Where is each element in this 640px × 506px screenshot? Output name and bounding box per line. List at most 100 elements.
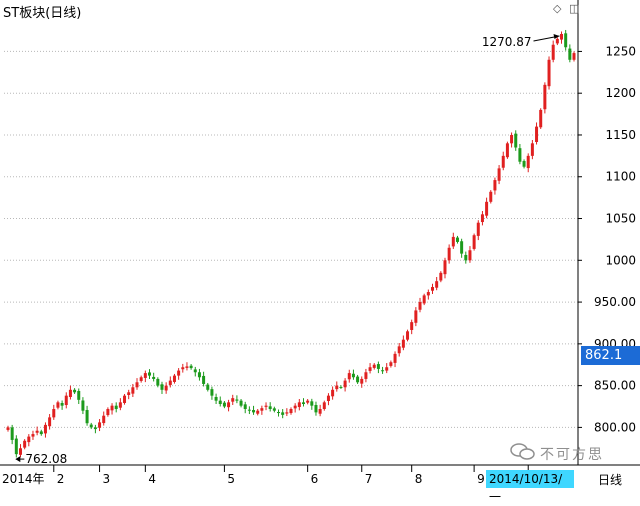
candle-body (160, 384, 164, 390)
candle-body (256, 410, 260, 414)
y-tick-label: 1200 (605, 86, 636, 100)
candle-body (480, 214, 484, 223)
wechat-icon (510, 443, 535, 460)
candle-body (539, 109, 543, 128)
y-tick-label: 800.00 (594, 420, 636, 434)
candle-body (39, 431, 43, 435)
candle-body (93, 427, 97, 430)
candle-body (310, 401, 314, 406)
candles (6, 29, 576, 458)
candle-body (127, 392, 131, 395)
candle-body (14, 438, 18, 455)
candle-body (339, 386, 343, 388)
candle-body (68, 389, 72, 397)
candle-body (560, 33, 564, 40)
candle-body (214, 396, 218, 401)
candle-body (73, 389, 77, 393)
candle-body (401, 339, 405, 348)
candle-body (397, 346, 401, 354)
candle-body (289, 409, 293, 414)
candle-body (52, 409, 56, 418)
candle-body (347, 373, 351, 380)
candle-body (555, 38, 559, 44)
candle-body (414, 310, 418, 323)
candle-body (464, 254, 468, 261)
candle-body (168, 380, 172, 385)
candle-body (260, 408, 264, 411)
candle-body (543, 84, 547, 110)
candle-body (123, 395, 127, 404)
current-price-badge: 862.1 (581, 346, 640, 365)
candle-body (114, 405, 118, 410)
y-tick-label: 1250 (605, 44, 636, 58)
chart-toolbar-icons[interactable]: ◇ ◫ (553, 2, 582, 15)
candle-body (472, 235, 476, 249)
candle-body (197, 372, 201, 378)
candle-body (23, 440, 27, 448)
x-tick-label: 4 (148, 472, 156, 486)
candle-body (518, 148, 522, 162)
candle-body (56, 402, 60, 408)
candle-body (501, 155, 505, 168)
low-annotation-arrowhead (15, 456, 21, 463)
candle-body (193, 369, 197, 373)
candle-body (297, 402, 301, 408)
candle-body (272, 408, 276, 411)
y-tick-label: 1150 (605, 128, 636, 142)
y-tick-label: 1000 (605, 253, 636, 267)
candle-body (181, 367, 185, 370)
candle-body (252, 410, 256, 413)
candle-body (106, 409, 110, 416)
candle-body (356, 376, 360, 383)
candle-body (243, 404, 247, 410)
candle-body (156, 378, 160, 386)
candle-body (306, 400, 310, 403)
candle-body (264, 405, 268, 407)
candle-body (364, 372, 368, 379)
candle-body (89, 424, 93, 428)
candle-body (376, 364, 380, 369)
candle-body (98, 422, 102, 428)
candle-body (218, 400, 222, 405)
low-annotation-label: 762.08 (25, 452, 67, 466)
x-tick-label: 2014年 (2, 472, 45, 486)
candle-body (426, 292, 430, 296)
candle-body (431, 287, 434, 291)
candle-body (443, 260, 447, 275)
y-tick-label: 950.00 (594, 295, 636, 309)
candle-body (285, 412, 289, 414)
candle-body (206, 384, 210, 390)
candle-body (210, 389, 214, 396)
candle-body (451, 236, 455, 247)
candle-body (489, 191, 493, 202)
candle-body (406, 331, 410, 340)
candle-body (31, 434, 35, 437)
x-tick-label: 5 (227, 472, 235, 486)
candle-body (497, 168, 501, 181)
candle-body (468, 250, 472, 261)
high-annotation-arrowhead (553, 33, 560, 39)
candle-body (360, 378, 364, 384)
candle-body (460, 241, 464, 254)
candle-body (381, 370, 385, 372)
candle-body (60, 403, 64, 406)
candle-body (102, 415, 106, 424)
candle-body (535, 126, 539, 142)
candle-body (227, 402, 231, 408)
annotations: 1270.87 762.08 (15, 33, 560, 466)
candle-body (139, 377, 143, 381)
grid-lines (4, 50, 578, 428)
candle-body (281, 412, 285, 415)
candle-body (35, 430, 39, 433)
candle-body (301, 402, 305, 405)
candle-body (77, 390, 81, 400)
candle-body (277, 412, 281, 414)
candle-body (514, 133, 518, 148)
x-tick-label: 8 (415, 472, 423, 486)
candle-body (222, 402, 226, 407)
y-axis: 800.00850.00900.00950.001000105011001150… (0, 0, 640, 466)
candle-body (331, 389, 335, 397)
period-label[interactable]: 日线 (598, 473, 623, 487)
x-axis: 2014年2345678910 (2, 465, 547, 486)
candle-body (530, 143, 534, 156)
